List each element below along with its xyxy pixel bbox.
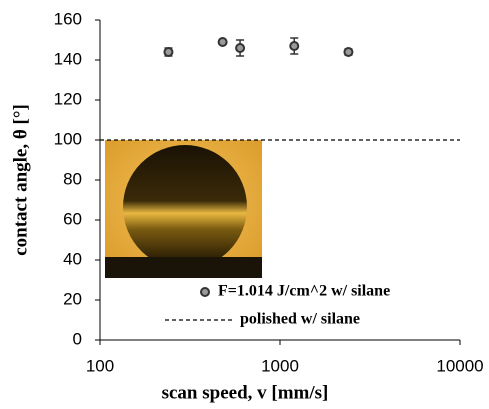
- legend-label: polished w/ silane: [240, 311, 360, 328]
- y-tick-label: 160: [54, 9, 82, 28]
- y-tick-label: 80: [63, 169, 82, 188]
- y-tick-label: 120: [54, 89, 82, 108]
- y-tick-label: 100: [54, 129, 82, 148]
- inset-photo: [105, 140, 262, 278]
- chart: scan speed, v [mm/s] contact angle, θ [°…: [0, 0, 489, 409]
- x-tick-label: 1000: [261, 356, 299, 375]
- y-tick-label: 20: [63, 289, 82, 308]
- x-tick-label: 10000: [436, 356, 483, 375]
- legend-marker: [201, 288, 209, 296]
- data-point: [164, 48, 172, 56]
- y-axis-title: contact angle, θ [°]: [10, 104, 31, 256]
- data-point: [219, 38, 227, 46]
- x-tick-label: 100: [86, 356, 114, 375]
- y-tick-label: 60: [63, 209, 82, 228]
- y-tick-label: 140: [54, 49, 82, 68]
- legend-label: F=1.014 J/cm^2 w/ silane: [218, 283, 390, 300]
- y-tick-label: 40: [63, 249, 82, 268]
- x-axis-title: scan speed, v [mm/s]: [162, 382, 329, 403]
- data-point: [236, 44, 244, 52]
- data-point: [344, 48, 352, 56]
- y-tick-label: 0: [73, 329, 82, 348]
- data-point: [290, 42, 298, 50]
